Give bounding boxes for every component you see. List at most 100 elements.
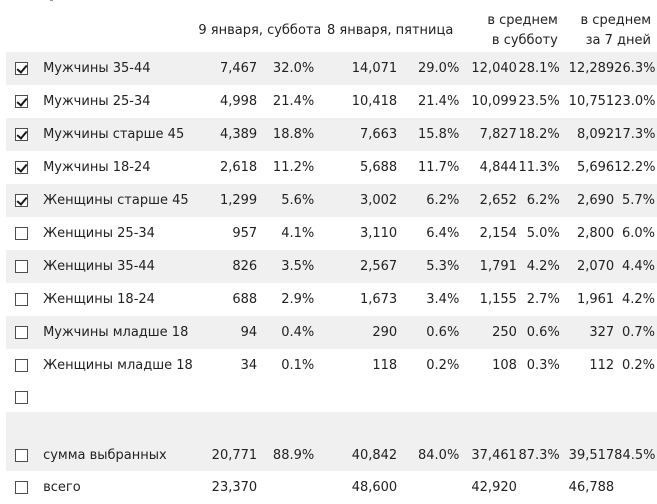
clipped-marker [50, 0, 53, 1]
avg-saturday-percent: 4.2% [526, 259, 560, 274]
row-label: Женщины старше 45 [43, 193, 189, 208]
avg-7days-percent: 23.0% [614, 94, 656, 109]
day2-percent: 21.4% [418, 94, 460, 109]
day1-percent: 2.9% [281, 292, 315, 307]
row-checkbox[interactable] [15, 194, 28, 207]
table-row: Мужчины 35-44 7,467 32.0% 14,071 29.0% 12,040… [6, 52, 657, 85]
row-checkbox[interactable] [15, 260, 28, 273]
day1-percent: 5.6% [281, 193, 315, 208]
avg-7days-percent [614, 471, 657, 504]
day2-value: 3,110 [359, 226, 398, 241]
row-checkbox-cell [6, 283, 38, 316]
row-checkbox[interactable] [15, 448, 28, 462]
day2-value: 7,663 [359, 127, 398, 142]
day1-percent: 3.5% [281, 259, 315, 274]
row-checkbox-cell [6, 184, 38, 217]
row-label: Мужчины младше 18 [43, 325, 189, 340]
row-checkbox-cell [6, 250, 38, 283]
column-header-avg-saturday: в среднем в субботу [461, 10, 561, 52]
day1-value: 1,299 [219, 193, 258, 208]
avg-saturday-value: 2,652 [479, 193, 517, 208]
row-label: Мужчины 18-24 [43, 160, 151, 175]
avg-7days-value: 39,517 [568, 447, 615, 463]
avg-saturday-value: 10,099 [471, 94, 517, 109]
avg-saturday-value: 42,920 [471, 480, 517, 495]
day2-value: 290 [372, 325, 398, 340]
avg-7days-value: 10,751 [568, 94, 615, 109]
day1-value: 23,370 [211, 480, 258, 495]
day2-value: 1,673 [359, 292, 398, 307]
top-edge-clipped [0, 0, 657, 6]
avg-7days-percent: 6.0% [621, 226, 655, 241]
row-label: Женщины 25-34 [43, 226, 155, 241]
row-checkbox[interactable] [15, 227, 28, 240]
audience-stats-table: 9 января, суббота 8 января, пятница в ср… [6, 10, 657, 504]
avg-7days-value: 12,289 [568, 61, 615, 76]
table-row: Женщины младше 18 34 0.1% 118 0.2% 108 0.3% 112… [6, 349, 657, 382]
row-checkbox[interactable] [15, 293, 28, 306]
table-row: Женщины 35-44 826 3.5% 2,567 5.3% 1,791 4.2% 2,… [6, 250, 657, 283]
avg-7days-percent: 5.7% [621, 193, 655, 208]
avg-7days-percent: 4.4% [621, 259, 655, 274]
avg-saturday-value: 4,844 [479, 160, 517, 175]
row-checkbox-cell [6, 85, 38, 118]
column-header-avg-7days-line1: в среднем [580, 13, 651, 28]
day2-percent: 29.0% [418, 61, 460, 76]
checkmark-icon [16, 161, 28, 173]
avg-saturday-percent: 23.5% [518, 94, 560, 109]
row-checkbox[interactable] [15, 128, 28, 141]
row-label: Мужчины 35-44 [43, 61, 151, 76]
row-label: Женщины младше 18 [43, 358, 193, 373]
avg-saturday-value: 7,827 [479, 127, 517, 142]
avg-saturday-percent: 6.2% [526, 193, 560, 208]
column-header-avg-7days-line2: за 7 дней [585, 33, 651, 48]
header-empty-checkbox [6, 10, 38, 52]
row-checkbox-cell [6, 118, 38, 151]
avg-7days-percent: 0.2% [621, 358, 655, 373]
row-checkbox[interactable] [15, 161, 28, 174]
row-checkbox-cell [6, 151, 38, 184]
checkmark-icon [16, 128, 28, 140]
row-label: Мужчины старше 45 [43, 127, 185, 142]
day2-percent: 0.2% [426, 358, 460, 373]
day1-value: 4,389 [219, 127, 258, 142]
avg-saturday-percent: 0.3% [526, 358, 560, 373]
avg-7days-value: 1,961 [576, 292, 615, 307]
avg-7days-value: 8,092 [576, 127, 615, 142]
avg-saturday-value: 37,461 [471, 447, 517, 463]
day1-value: 2,618 [219, 160, 258, 175]
row-checkbox[interactable] [15, 481, 28, 494]
checkmark-icon [16, 95, 28, 107]
row-checkbox[interactable] [15, 359, 28, 372]
day1-value: 20,771 [211, 447, 258, 463]
avg-saturday-value: 2,154 [479, 226, 517, 241]
day2-percent: 84.0% [418, 447, 460, 463]
avg-7days-percent: 0.7% [621, 325, 655, 340]
separator-row-cell [6, 412, 657, 439]
day1-value: 688 [232, 292, 258, 307]
day2-value: 5,688 [359, 160, 398, 175]
row-checkbox[interactable] [15, 326, 28, 339]
day1-percent: 11.2% [272, 160, 315, 175]
day2-value: 118 [372, 358, 398, 373]
day1-value: 94 [240, 325, 258, 340]
row-checkbox-cell [6, 439, 38, 471]
row-checkbox-cell [6, 316, 38, 349]
avg-saturday-value: 108 [492, 358, 517, 373]
day1-percent [257, 471, 320, 504]
row-checkbox-cell [6, 217, 38, 250]
row-checkbox[interactable] [15, 62, 28, 75]
avg-saturday-percent [517, 471, 562, 504]
day2-value: 10,418 [351, 94, 398, 109]
row-checkbox-cell [6, 349, 38, 382]
avg-7days-value: 5,696 [576, 160, 615, 175]
avg-7days-value: 2,690 [576, 193, 615, 208]
spacer-checkbox[interactable] [15, 390, 28, 404]
day1-percent: 0.4% [281, 325, 315, 340]
row-checkbox[interactable] [15, 95, 28, 108]
avg-saturday-value: 250 [492, 325, 517, 340]
spacer-row [6, 382, 657, 412]
day1-percent: 0.1% [281, 358, 315, 373]
table-row: Женщины 25-34 957 4.1% 3,110 6.4% 2,154 5.0% 2,… [6, 217, 657, 250]
row-label: всего [43, 480, 81, 495]
